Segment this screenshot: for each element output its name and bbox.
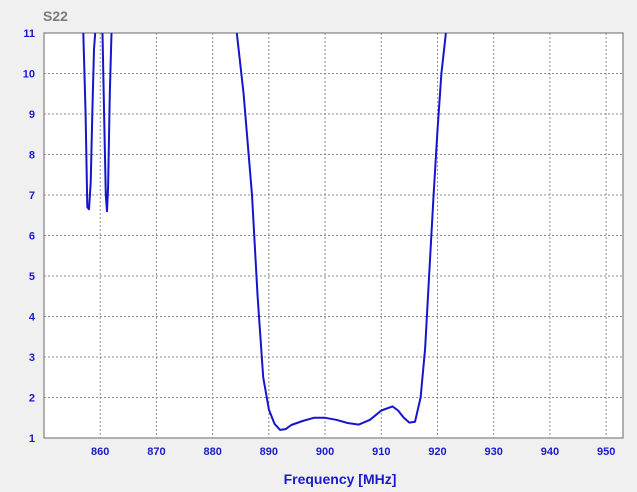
x-tick-label: 940 <box>541 446 559 458</box>
x-tick-label: 950 <box>597 446 615 458</box>
s22-series-line <box>82 32 97 211</box>
y-tick-label: 11 <box>23 28 35 40</box>
s22-series-line <box>101 32 113 213</box>
chart-title: S22 <box>43 8 68 24</box>
x-tick-label: 880 <box>203 446 221 458</box>
y-tick-label: 1 <box>29 433 35 445</box>
x-tick-label: 910 <box>372 446 390 458</box>
x-tick-label: 900 <box>316 446 334 458</box>
y-tick-labels: 1 2 3 4 5 6 7 8 9 10 11 <box>23 28 36 445</box>
y-tick-label: 2 <box>29 393 35 405</box>
x-axis-title: Frequency [MHz] <box>284 471 397 487</box>
s22-series-line <box>235 32 447 431</box>
y-tick-label: 5 <box>29 271 35 283</box>
grid-lines <box>44 33 623 438</box>
x-tick-label: 870 <box>147 446 165 458</box>
y-tick-label: 8 <box>29 150 35 162</box>
y-tick-label: 10 <box>23 69 35 81</box>
y-tick-label: 9 <box>29 109 35 121</box>
x-tick-label: 920 <box>428 446 446 458</box>
s22-series <box>82 32 447 431</box>
x-tick-label: 860 <box>91 446 109 458</box>
x-tick-label: 930 <box>485 446 503 458</box>
y-tick-label: 4 <box>29 312 36 324</box>
x-tick-labels: 860 870 880 890 900 910 920 930 940 950 <box>91 446 615 458</box>
y-tick-label: 7 <box>29 190 35 202</box>
y-tick-label: 3 <box>29 352 35 364</box>
y-tick-label: 6 <box>29 231 35 243</box>
x-tick-label: 890 <box>260 446 278 458</box>
